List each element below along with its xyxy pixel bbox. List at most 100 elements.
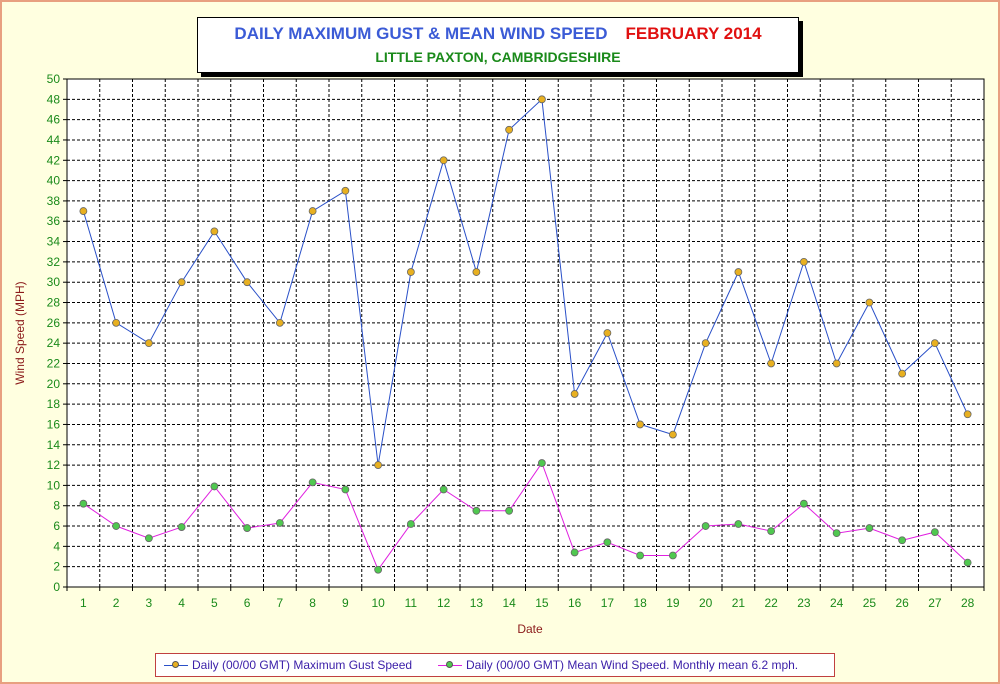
x-tick-label: 8 [309, 596, 316, 610]
data-point-series-0 [275, 318, 284, 327]
legend: Daily (00/00 GMT) Maximum Gust Speed Dai… [155, 653, 835, 677]
x-tick-label: 22 [764, 596, 778, 610]
data-point-series-0 [865, 298, 874, 307]
x-tick-label: 17 [601, 596, 615, 610]
data-point-series-1 [275, 519, 284, 527]
data-point-series-1 [374, 565, 383, 574]
x-tick-label: 19 [666, 596, 680, 610]
grid-lines [67, 79, 984, 587]
data-point-series-1 [865, 524, 874, 532]
plot-area [66, 78, 985, 588]
x-tick-label: 6 [244, 596, 251, 610]
chart-title: DAILY MAXIMUM GUST & MEAN WIND SPEED [234, 24, 608, 43]
x-tick-label: 23 [797, 596, 811, 610]
y-tick-label: 50 [47, 72, 61, 86]
data-point-series-1 [505, 506, 514, 515]
x-tick-label: 9 [342, 596, 349, 610]
data-point-series-0 [898, 369, 907, 378]
data-point-series-0 [406, 268, 415, 276]
data-point-series-0 [341, 186, 350, 195]
data-point-series-1 [668, 551, 677, 560]
data-point-series-1 [341, 485, 350, 494]
y-tick-label: 4 [53, 539, 60, 553]
y-axis-ticks: 0246810121416182022242628303234363840424… [47, 72, 67, 594]
legend-item-mean: Daily (00/00 GMT) Mean Wind Speed. Month… [438, 658, 798, 672]
data-point-series-1 [930, 528, 939, 537]
x-tick-label: 11 [405, 596, 418, 610]
y-tick-label: 36 [47, 214, 61, 228]
x-tick-label: 28 [961, 596, 975, 610]
y-tick-label: 12 [47, 458, 61, 472]
data-point-series-1 [636, 551, 645, 560]
data-point-series-0 [767, 359, 776, 368]
data-point-series-0 [177, 278, 186, 287]
y-tick-label: 24 [47, 336, 61, 350]
y-tick-label: 40 [47, 174, 61, 188]
data-point-series-1 [79, 499, 88, 508]
x-axis-label: Date [517, 622, 543, 636]
data-point-series-0 [734, 268, 743, 276]
data-point-series-1 [210, 482, 219, 491]
x-tick-label: 1 [80, 596, 87, 610]
data-point-series-1 [144, 534, 153, 543]
data-point-series-1 [799, 499, 808, 508]
y-tick-label: 8 [53, 499, 60, 513]
data-point-series-1 [472, 506, 481, 515]
legend-swatch-gust [164, 659, 188, 671]
data-point-series-0 [701, 339, 710, 348]
data-point-series-0 [505, 125, 514, 134]
y-tick-label: 6 [53, 519, 60, 533]
x-tick-label: 12 [437, 596, 451, 610]
data-point-series-0 [439, 156, 448, 165]
data-point-series-1 [406, 520, 415, 528]
data-point-series-0 [930, 339, 939, 348]
x-tick-label: 13 [470, 596, 484, 610]
legend-label-mean: Daily (00/00 GMT) Mean Wind Speed. Month… [466, 658, 799, 672]
x-tick-label: 7 [277, 596, 284, 610]
x-tick-label: 2 [113, 596, 120, 610]
x-tick-label: 3 [146, 596, 153, 610]
chart-subtitle: LITTLE PAXTON, CAMBRIDGESHIRE [375, 49, 621, 65]
x-tick-label: 27 [928, 596, 942, 610]
data-point-series-0 [636, 420, 645, 429]
x-tick-label: 5 [211, 596, 218, 610]
data-point-series-1 [243, 524, 252, 532]
data-point-series-0 [243, 278, 252, 287]
x-tick-label: 25 [863, 596, 877, 610]
y-tick-label: 22 [47, 356, 61, 370]
y-tick-label: 0 [53, 580, 60, 594]
data-point-series-1 [898, 536, 907, 545]
data-point-series-1 [734, 520, 743, 528]
x-tick-label: 4 [178, 596, 185, 610]
data-point-series-1 [308, 478, 317, 487]
y-tick-label: 48 [47, 92, 61, 106]
data-point-series-1 [570, 548, 579, 557]
data-point-series-1 [963, 558, 972, 567]
y-tick-label: 30 [47, 275, 61, 289]
data-point-series-0 [832, 359, 841, 368]
y-tick-label: 32 [47, 255, 61, 269]
x-tick-label: 20 [699, 596, 713, 610]
legend-label-gust: Daily (00/00 GMT) Maximum Gust Speed [192, 658, 413, 672]
x-tick-label: 26 [895, 596, 909, 610]
data-point-series-0 [79, 207, 88, 215]
y-tick-label: 26 [47, 316, 61, 330]
y-tick-label: 18 [47, 397, 61, 411]
x-tick-label: 16 [568, 596, 582, 610]
y-tick-label: 28 [47, 296, 61, 310]
data-point-series-0 [603, 329, 612, 337]
y-tick-label: 2 [53, 560, 60, 574]
data-point-series-0 [472, 268, 481, 276]
y-tick-label: 38 [47, 194, 61, 208]
y-tick-label: 46 [47, 113, 61, 127]
data-point-series-0 [210, 227, 219, 236]
y-tick-label: 16 [47, 417, 61, 431]
series-line-1 [83, 461, 968, 571]
y-tick-label: 44 [47, 133, 61, 147]
y-tick-label: 10 [47, 478, 61, 492]
data-point-series-0 [799, 257, 808, 266]
data-point-series-1 [177, 523, 186, 531]
x-tick-label: 15 [535, 596, 549, 610]
y-tick-label: 20 [47, 377, 61, 391]
data-point-series-1 [767, 527, 776, 536]
